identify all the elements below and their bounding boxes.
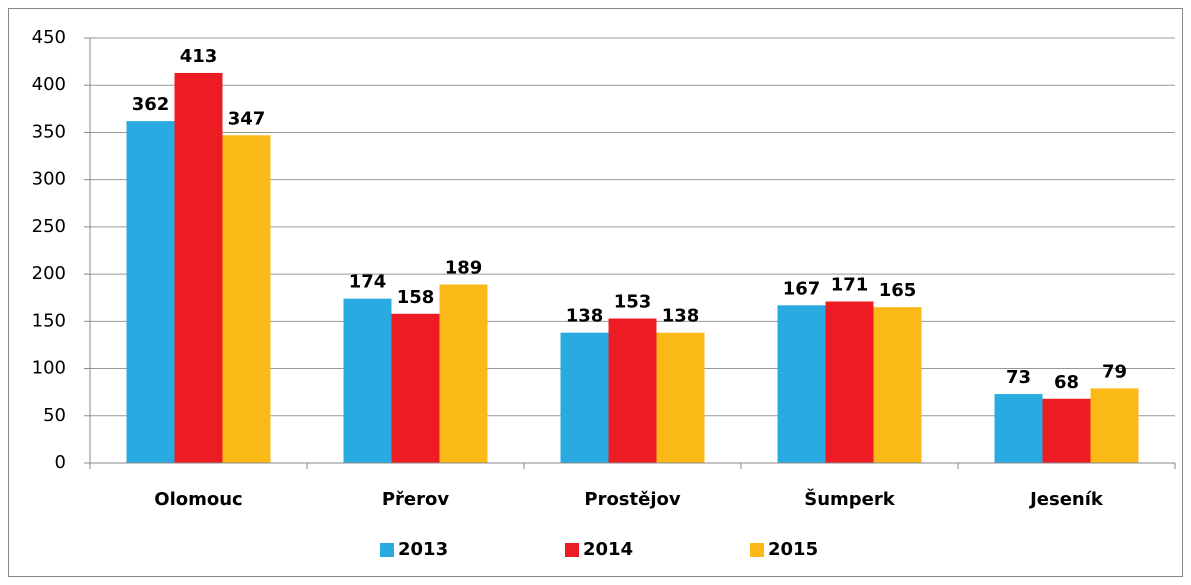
y-tick-label: 350 [32,121,66,142]
data-label: 68 [1054,372,1079,393]
data-label: 362 [132,94,170,115]
legend-swatch [380,543,394,557]
data-label: 413 [180,46,218,67]
y-tick-label: 200 [32,263,66,284]
bar [1090,388,1139,463]
bar [343,298,392,463]
bar [777,305,826,463]
y-tick-label: 400 [32,74,66,95]
x-tick-label: Prostějov [584,489,680,510]
bar [439,284,488,463]
data-label: 153 [614,292,652,313]
bar [391,313,440,463]
data-label: 138 [662,306,700,327]
x-tick-label: Šumperk [804,488,896,510]
legend-label: 2013 [398,539,448,560]
bar [656,332,705,463]
x-tick-label: Jeseník [1028,489,1104,510]
legend-label: 2015 [768,539,818,560]
y-tick-label: 100 [32,358,66,379]
bar [174,72,223,463]
bar [126,121,175,463]
y-tick-label: 150 [32,310,66,331]
data-label: 158 [397,287,435,308]
data-label: 79 [1102,361,1127,382]
y-tick-label: 50 [43,405,66,426]
y-tick-label: 450 [32,27,66,48]
data-label: 73 [1006,367,1031,388]
legend-label: 2014 [583,539,633,560]
data-label: 171 [831,275,869,296]
bar [222,135,271,463]
legend-swatch [750,543,764,557]
bar [825,301,874,463]
data-label: 174 [349,272,387,293]
bar [560,332,609,463]
data-label: 347 [228,108,266,129]
y-tick-label: 0 [55,452,66,473]
bar [994,394,1043,463]
data-label: 167 [783,278,821,299]
bar [873,307,922,463]
bar [608,318,657,463]
data-label: 165 [879,280,917,301]
legend-swatch [565,543,579,557]
x-tick-label: Přerov [382,489,450,510]
bar [1042,398,1091,463]
data-label: 189 [445,258,483,279]
x-tick-label: Olomouc [154,489,242,510]
y-tick-label: 250 [32,216,66,237]
y-tick-label: 300 [32,169,66,190]
data-label: 138 [566,306,604,327]
